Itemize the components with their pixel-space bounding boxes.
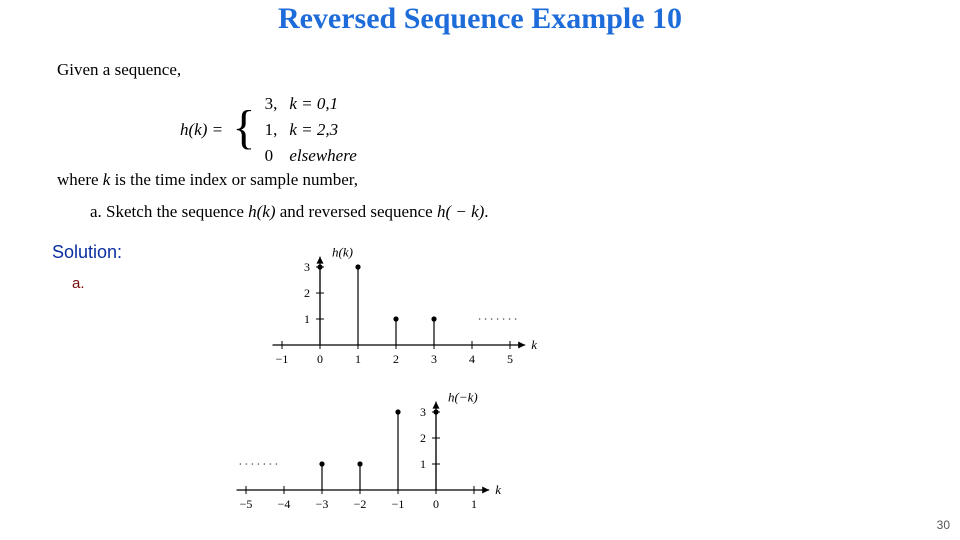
where-line: where k is the time index or sample numb…	[57, 170, 358, 190]
svg-text:3: 3	[304, 260, 310, 274]
where-pre: where	[57, 170, 103, 189]
svg-text:1: 1	[471, 497, 477, 511]
svg-text:−4: −4	[278, 497, 291, 511]
part-a-line: a. Sketch the sequence h(k) and reversed…	[90, 202, 489, 222]
svg-text:4: 4	[469, 352, 475, 366]
svg-text:0: 0	[317, 352, 323, 366]
case-cond: k = 0,1	[289, 94, 338, 113]
case-cond: elsewhere	[289, 146, 356, 165]
case-value: 1,	[265, 118, 288, 142]
svg-text:2: 2	[393, 352, 399, 366]
svg-text:−2: −2	[354, 497, 367, 511]
svg-text:1: 1	[355, 352, 361, 366]
svg-text:2: 2	[304, 286, 310, 300]
svg-text:−1: −1	[392, 497, 405, 511]
piecewise-row: 3, k = 0,1	[265, 92, 367, 116]
svg-text:5: 5	[507, 352, 513, 366]
slide-title: Reversed Sequence Example 10	[0, 2, 960, 36]
piecewise-cases: 3, k = 0,1 1, k = 2,3 0 elsewhere	[263, 90, 369, 169]
svg-text:h(k): h(k)	[332, 245, 353, 260]
piecewise-row: 1, k = 2,3	[265, 118, 367, 142]
svg-text:−3: −3	[316, 497, 329, 511]
piecewise-definition: h(k) = { 3, k = 0,1 1, k = 2,3 0 elsewhe…	[180, 90, 369, 169]
part-a-h1: h(k)	[248, 202, 275, 221]
svg-text:k: k	[531, 337, 537, 352]
chart-hmk: k −5 −4 −3 −2 −1 0 1 1 2 3 h(−k)	[148, 385, 518, 520]
part-a-label: a.	[90, 202, 102, 221]
given-label: Given a sequence,	[57, 60, 181, 80]
part-a-mid: and reversed sequence	[276, 202, 437, 221]
svg-text:1: 1	[420, 457, 426, 471]
part-a-pre: Sketch the sequence	[106, 202, 248, 221]
svg-text:3: 3	[420, 405, 426, 419]
svg-text:1: 1	[304, 312, 310, 326]
svg-text:k: k	[495, 482, 501, 497]
svg-text:−1: −1	[276, 352, 289, 366]
chart-hk: k −1 0 1 2 3 4 5 1 2 3 h(k)	[225, 240, 595, 375]
part-a-h2: h( − k)	[437, 202, 484, 221]
piecewise-lhs: h(k) =	[180, 118, 223, 142]
case-cond: k = 2,3	[289, 120, 338, 139]
svg-text:2: 2	[420, 431, 426, 445]
case-value: 3,	[265, 92, 288, 116]
svg-text:h(−k): h(−k)	[448, 390, 478, 405]
part-a-post: .	[484, 202, 488, 221]
answer-a-label: a.	[72, 275, 85, 292]
svg-text:3: 3	[431, 352, 437, 366]
piecewise-row: 0 elsewhere	[265, 144, 367, 168]
svg-text:−5: −5	[240, 497, 253, 511]
case-value: 0	[265, 144, 288, 168]
solution-label: Solution:	[52, 242, 122, 263]
svg-text:0: 0	[433, 497, 439, 511]
brace-icon: {	[232, 94, 255, 161]
where-post: is the time index or sample number,	[110, 170, 358, 189]
page-number: 30	[937, 518, 950, 532]
